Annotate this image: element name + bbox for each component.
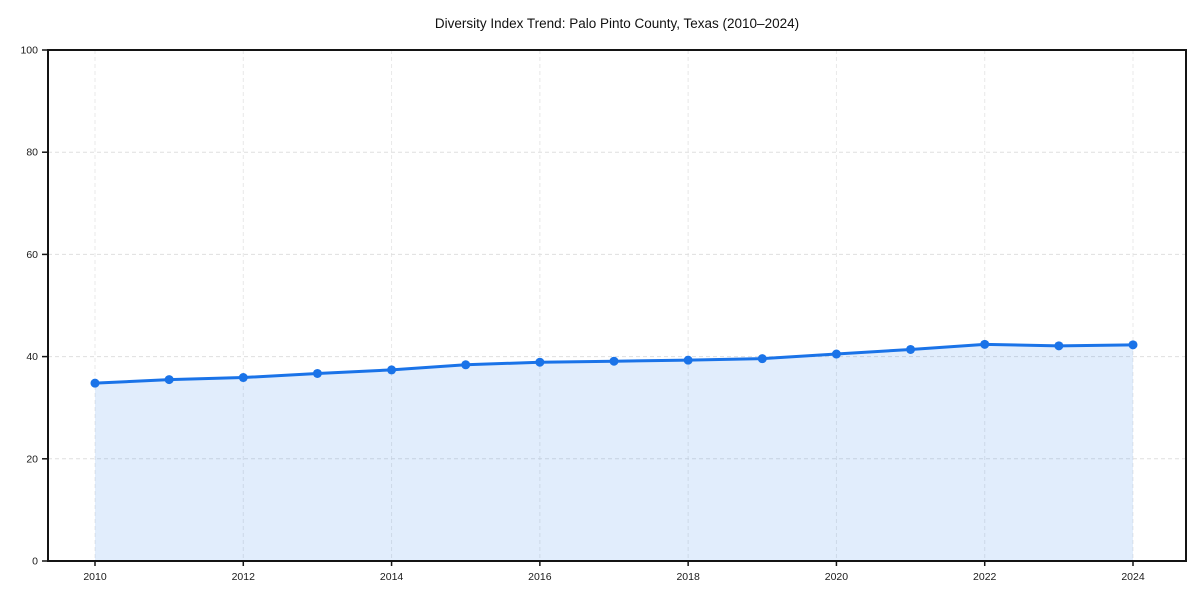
data-point-2022 [980, 339, 990, 349]
y-tick-label-60: 60 [26, 249, 38, 261]
data-point-2013 [312, 368, 322, 378]
data-point-2020 [831, 349, 841, 359]
data-point-2011 [164, 375, 174, 385]
y-tick-label-100: 100 [20, 45, 38, 57]
y-tick-label-0: 0 [32, 556, 38, 568]
data-point-2012 [238, 373, 248, 383]
plot-border [47, 49, 1187, 562]
data-point-2024 [1128, 340, 1138, 350]
x-tick-label-2010: 2010 [83, 571, 107, 583]
x-tick-label-2014: 2014 [380, 571, 404, 583]
data-point-2023 [1054, 341, 1064, 351]
data-point-2014 [387, 365, 397, 375]
x-tick-label-2012: 2012 [232, 571, 256, 583]
data-point-2018 [683, 355, 693, 365]
data-point-2015 [461, 360, 471, 370]
plot-area: 0 20 40 60 80 100 2010 2012 2014 2016 2018 2020 2022… [20, 45, 1187, 583]
x-tick-label-2020: 2020 [825, 571, 849, 583]
data-point-2019 [757, 354, 767, 364]
x-tick-label-2016: 2016 [528, 571, 552, 583]
y-tick-label-80: 80 [26, 147, 38, 159]
data-point-2017 [609, 356, 619, 366]
x-tick-label-2018: 2018 [676, 571, 700, 583]
x-tick-label-2024: 2024 [1121, 571, 1145, 583]
y-tick-label-20: 20 [26, 453, 38, 465]
y-tick-label-40: 40 [26, 351, 38, 363]
chart-title: Diversity Index Trend: Palo Pinto County… [435, 16, 799, 31]
data-point-2010 [90, 378, 100, 388]
area-fill [95, 344, 1133, 561]
x-tick-label-2022: 2022 [973, 571, 997, 583]
data-point-2021 [906, 344, 916, 354]
data-point-2016 [535, 357, 545, 367]
